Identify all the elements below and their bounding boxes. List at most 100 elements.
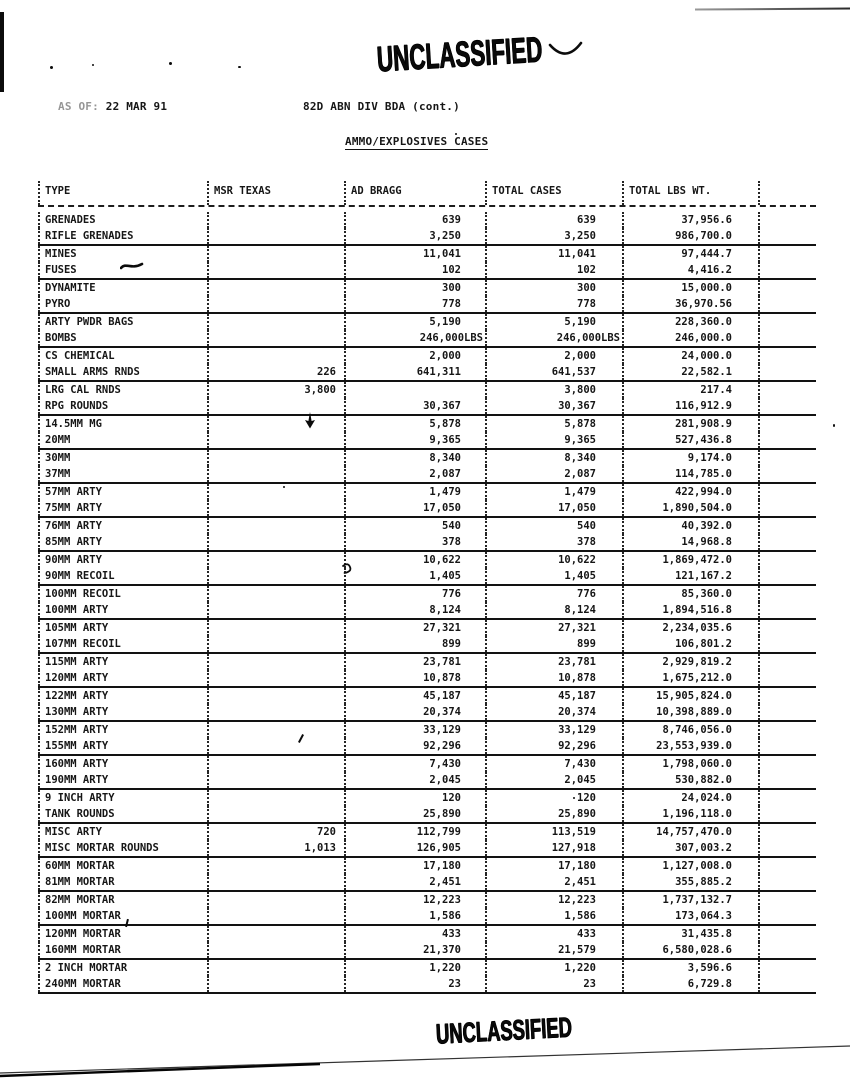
cell-spacer (758, 790, 816, 806)
cell-spacer (758, 432, 816, 448)
cell-msr-texas: 3,800 (207, 382, 344, 398)
table-row: 160MM ARTY 7,430 7,430 1,798,060.0 (38, 756, 816, 772)
cell-type: 160MM ARTY (38, 756, 207, 772)
cell-msr-texas (207, 518, 344, 534)
scan-speck (283, 486, 285, 488)
cell-type: 90MM ARTY (38, 552, 207, 568)
cell-ad-bragg: 10,878 (344, 670, 485, 686)
cell-total-cases: 433 (485, 926, 622, 942)
table-row: 100MM ARTY 8,124 8,124 1,894,516.8 (38, 602, 816, 620)
cell-ad-bragg: 102 (344, 262, 485, 278)
cell-msr-texas (207, 228, 344, 244)
cell-type: CS CHEMICAL (38, 348, 207, 364)
cell-type: 152MM ARTY (38, 722, 207, 738)
cell-total-cases: 127,918 (485, 840, 622, 856)
cell-total-cases: 27,321 (485, 620, 622, 636)
cell-ad-bragg: 27,321 (344, 620, 485, 636)
cell-spacer (758, 756, 816, 772)
cell-spacer (758, 246, 816, 262)
cell-total-cases: 5,190 (485, 314, 622, 330)
cell-total-lbs: 10,398,889.0 (622, 704, 758, 720)
cell-total-cases: 23,781 (485, 654, 622, 670)
cell-ad-bragg: 378 (344, 534, 485, 550)
cell-total-cases: 92,296 (485, 738, 622, 754)
cell-total-cases: 21,579 (485, 942, 622, 958)
cell-total-lbs: 422,994.0 (622, 484, 758, 500)
cell-ad-bragg: 2,045 (344, 772, 485, 788)
cell-ad-bragg: 8,340 (344, 450, 485, 466)
cell-spacer (758, 926, 816, 942)
cell-ad-bragg: 23,781 (344, 654, 485, 670)
cell-type: PYRO (38, 296, 207, 312)
cell-total-cases: 25,890 (485, 806, 622, 822)
scan-speck (573, 797, 575, 799)
cell-ad-bragg: 5,190 (344, 314, 485, 330)
cell-spacer (758, 824, 816, 840)
cell-type: 240MM MORTAR (38, 976, 207, 992)
table-row: DYNAMITE 300 300 15,000.0 (38, 280, 816, 296)
cell-ad-bragg: 45,187 (344, 688, 485, 704)
cell-ad-bragg: 1,220 (344, 960, 485, 976)
cell-spacer (758, 568, 816, 584)
cell-msr-texas (207, 330, 344, 346)
cell-spacer (758, 688, 816, 704)
cell-msr-texas (207, 654, 344, 670)
cell-type: 81MM MORTAR (38, 874, 207, 890)
cell-type: 75MM ARTY (38, 500, 207, 516)
cell-spacer (758, 500, 816, 516)
table-row: 20MM 9,365 9,365 527,436.8 (38, 432, 816, 450)
cell-msr-texas (207, 552, 344, 568)
cell-type: MINES (38, 246, 207, 262)
table-row: 160MM MORTAR 21,370 21,579 6,580,028.6 (38, 942, 816, 960)
cell-spacer (758, 518, 816, 534)
cell-type: DYNAMITE (38, 280, 207, 296)
cell-type: 105MM ARTY (38, 620, 207, 636)
ink-blot-arrow (305, 412, 315, 429)
cell-ad-bragg: 120 (344, 790, 485, 806)
cell-spacer (758, 722, 816, 738)
cell-total-cases: 7,430 (485, 756, 622, 772)
table-row: TANK ROUNDS 25,890 25,890 1,196,118.0 (38, 806, 816, 824)
table-row: 60MM MORTAR 17,180 17,180 1,127,008.0 (38, 858, 816, 874)
cell-total-lbs: 281,908.9 (622, 416, 758, 432)
document-title: 82D ABN DIV BDA (cont.) (303, 100, 460, 113)
cell-total-lbs: 97,444.7 (622, 246, 758, 262)
cell-msr-texas (207, 976, 344, 992)
column-header: TOTAL CASES (485, 181, 622, 205)
cell-total-lbs: 217.4 (622, 382, 758, 398)
column-header-spacer (758, 181, 816, 205)
cell-msr-texas (207, 722, 344, 738)
cell-ad-bragg: 20,374 (344, 704, 485, 720)
cell-ad-bragg: 540 (344, 518, 485, 534)
cell-spacer (758, 484, 816, 500)
cell-total-cases: 17,050 (485, 500, 622, 516)
cell-total-cases: 12,223 (485, 892, 622, 908)
cell-ad-bragg: 2,451 (344, 874, 485, 890)
cell-total-lbs: 40,392.0 (622, 518, 758, 534)
cell-ad-bragg: 9,365 (344, 432, 485, 448)
cell-spacer (758, 586, 816, 602)
cell-type: 30MM (38, 450, 207, 466)
table-row: 30MM 8,340 8,340 9,174.0 (38, 450, 816, 466)
cell-msr-texas (207, 450, 344, 466)
cell-msr-texas (207, 314, 344, 330)
cell-spacer (758, 704, 816, 720)
cell-spacer (758, 654, 816, 670)
table-row: 75MM ARTY 17,050 17,050 1,890,504.0 (38, 500, 816, 518)
cell-msr-texas: 226 (207, 364, 344, 380)
cell-msr-texas (207, 756, 344, 772)
cell-type: 9 INCH ARTY (38, 790, 207, 806)
cell-spacer (758, 534, 816, 550)
table-row: 14.5MM MG 5,878 5,878 281,908.9 (38, 416, 816, 432)
cell-total-cases: 300 (485, 280, 622, 296)
scan-speck (833, 424, 835, 427)
table-row: LRG CAL RNDS 3,800 3,800 217.4 (38, 382, 816, 398)
table-row: 9 INCH ARTY 120 120 24,024.0 (38, 790, 816, 806)
cell-total-lbs: 6,729.8 (622, 976, 758, 992)
cell-type: MISC ARTY (38, 824, 207, 840)
pen-squiggle-fuses (120, 262, 144, 270)
cell-total-lbs: 530,882.0 (622, 772, 758, 788)
cell-msr-texas (207, 602, 344, 618)
cell-msr-texas (207, 620, 344, 636)
cell-total-lbs: 8,746,056.0 (622, 722, 758, 738)
